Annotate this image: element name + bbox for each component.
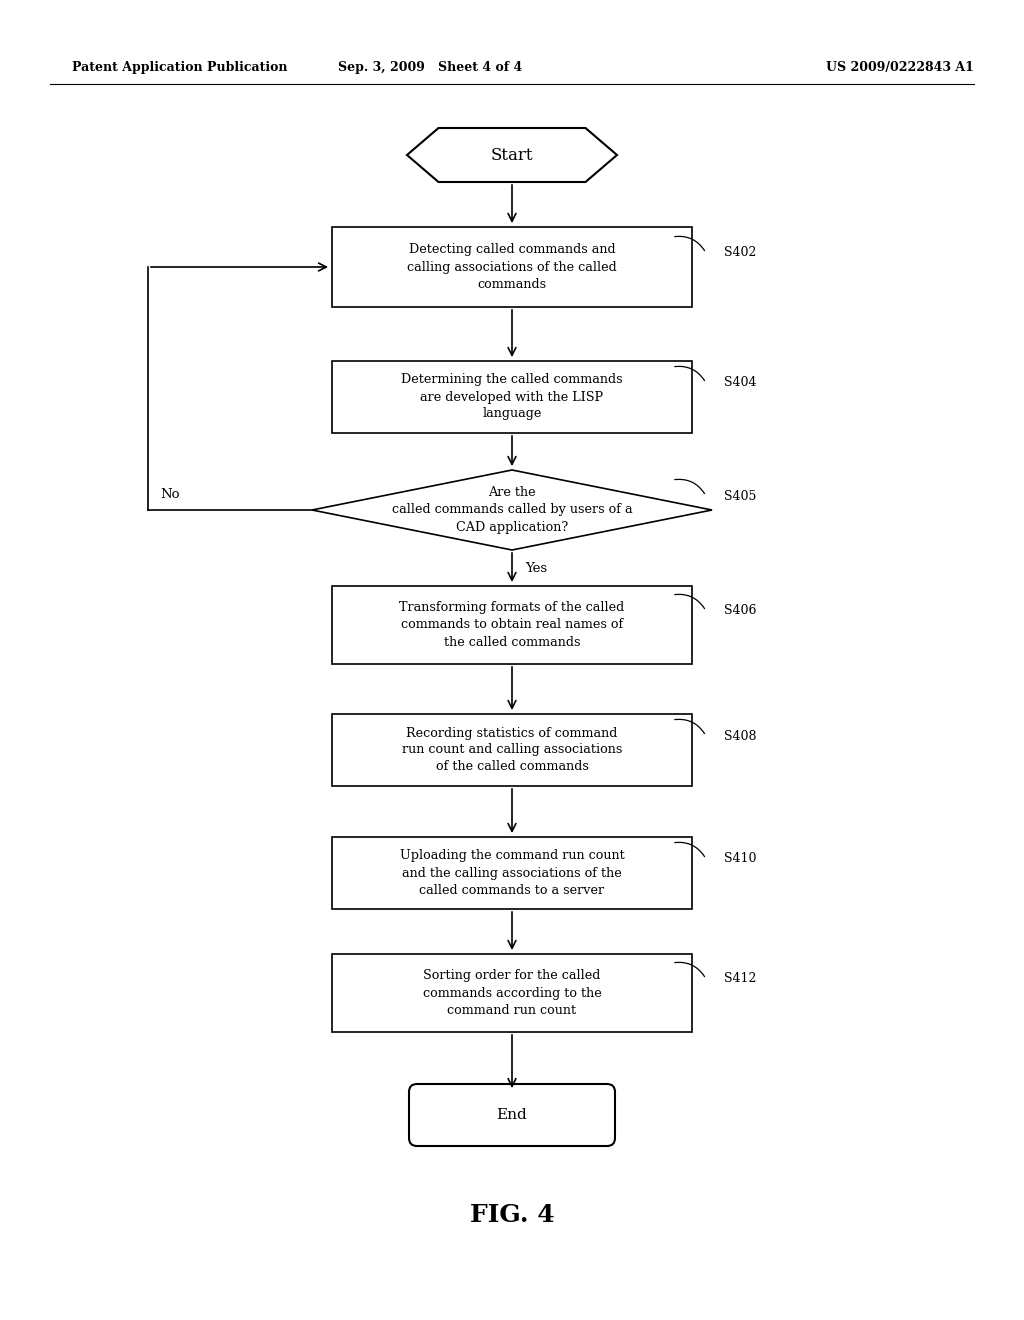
Bar <box>332 360 692 433</box>
Bar <box>332 227 692 308</box>
Text: Detecting called commands and
calling associations of the called
commands: Detecting called commands and calling as… <box>408 243 616 290</box>
Text: Yes: Yes <box>525 561 547 574</box>
Text: Start: Start <box>490 147 534 164</box>
Text: US 2009/0222843 A1: US 2009/0222843 A1 <box>826 62 974 74</box>
Text: Patent Application Publication: Patent Application Publication <box>72 62 288 74</box>
Text: Transforming formats of the called
commands to obtain real names of
the called c: Transforming formats of the called comma… <box>399 602 625 648</box>
Text: Uploading the command run count
and the calling associations of the
called comma: Uploading the command run count and the … <box>399 850 625 896</box>
Bar <box>332 954 692 1032</box>
Text: FIG. 4: FIG. 4 <box>470 1203 554 1228</box>
Text: S405: S405 <box>724 490 757 503</box>
Bar <box>332 714 692 785</box>
Text: Recording statistics of command
run count and calling associations
of the called: Recording statistics of command run coun… <box>401 726 623 774</box>
Text: S406: S406 <box>724 605 757 618</box>
Text: S412: S412 <box>724 973 757 986</box>
Text: Are the
called commands called by users of a
CAD application?: Are the called commands called by users … <box>392 487 632 533</box>
Text: S408: S408 <box>724 730 757 742</box>
Text: End: End <box>497 1107 527 1122</box>
Bar <box>332 586 692 664</box>
Text: S410: S410 <box>724 853 757 866</box>
Text: S402: S402 <box>724 247 757 260</box>
Bar <box>332 837 692 909</box>
Text: Sep. 3, 2009   Sheet 4 of 4: Sep. 3, 2009 Sheet 4 of 4 <box>338 62 522 74</box>
Text: Sorting order for the called
commands according to the
command run count: Sorting order for the called commands ac… <box>423 969 601 1016</box>
Text: S404: S404 <box>724 376 757 389</box>
Text: No: No <box>160 488 179 502</box>
Text: Determining the called commands
are developed with the LISP
language: Determining the called commands are deve… <box>401 374 623 421</box>
